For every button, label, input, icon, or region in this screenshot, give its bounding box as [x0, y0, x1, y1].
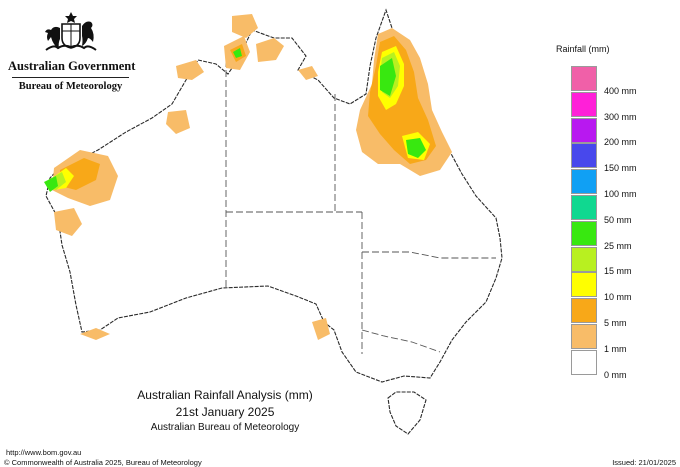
copyright-notice: © Commonwealth of Australia 2025, Bureau… — [4, 458, 202, 467]
legend-label: 0 mm — [604, 369, 627, 380]
logo-divider — [12, 77, 129, 78]
legend-label: 300 mm — [604, 111, 637, 122]
map-date: 21st January 2025 — [175, 405, 275, 419]
government-name: Australian Government — [8, 59, 136, 73]
rain-1mm-south-coast — [80, 328, 110, 340]
legend-swatch — [571, 324, 597, 349]
rain-1mm-kimberley-east — [232, 14, 258, 38]
issued-date: Issued: 21/01/2025 — [612, 458, 676, 467]
legend-label: 400 mm — [604, 85, 637, 96]
legend-label: 25 mm — [604, 240, 632, 251]
rain-1mm-pilbara-north — [176, 60, 204, 80]
legend-label: 5 mm — [604, 318, 627, 328]
map-title: Australian Rainfall Analysis (mm) — [137, 388, 313, 402]
legend-swatch — [571, 117, 597, 143]
rain-1mm-central-wa — [166, 110, 190, 134]
state-borders — [225, 60, 496, 354]
bureau-name: Bureau of Meteorology — [18, 81, 123, 92]
australia-mainland-outline — [45, 8, 503, 383]
legend-label: 10 mm — [604, 292, 632, 303]
rain-25mm-queensland — [380, 58, 396, 96]
legend-swatch — [571, 349, 597, 375]
border-qld-nsw — [362, 251, 496, 259]
government-logo: Australian Government Bureau of Meteorol… — [8, 10, 136, 92]
legend-label: 200 mm — [604, 137, 637, 148]
legend-swatch — [571, 220, 597, 246]
legend-label: 50 mm — [604, 214, 632, 225]
map-agency: Australian Bureau of Meteorology — [150, 422, 300, 433]
rain-1mm-midwest — [54, 208, 82, 236]
rainfall-shading — [44, 14, 452, 340]
border-nsw-vic — [361, 329, 441, 353]
legend-swatch — [571, 195, 597, 220]
legend-swatch — [571, 66, 597, 91]
legend-swatch — [571, 272, 597, 298]
legend-swatch — [571, 298, 597, 324]
website-link[interactable]: http://www.bom.gov.au — [6, 448, 82, 457]
rain-1mm-sa-coast — [312, 318, 330, 340]
coat-of-arms-icon — [44, 12, 97, 51]
rain-25mm-kimberley — [233, 48, 242, 58]
tasmania-outline — [387, 391, 427, 435]
rain-25mm-west-coast — [44, 176, 58, 192]
legend-label: 150 mm — [604, 163, 637, 174]
legend-label: 1 mm — [604, 343, 627, 354]
legend-label: 15 mm — [604, 266, 632, 277]
legend-title: Rainfall (mm) — [556, 44, 610, 54]
legend-swatch — [571, 143, 597, 169]
legend-label: 100 mm — [604, 189, 637, 199]
rain-25mm-inland-qld — [406, 138, 426, 158]
legend-swatch — [571, 169, 597, 195]
legend-swatch — [571, 91, 597, 117]
rain-1mm-topend — [256, 38, 284, 62]
legend-swatch — [571, 246, 597, 272]
rain-1mm-arnhem — [298, 66, 318, 80]
